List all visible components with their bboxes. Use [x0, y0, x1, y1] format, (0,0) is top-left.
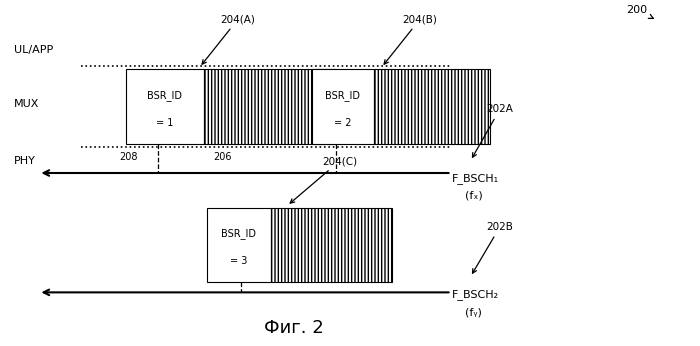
Text: PHY: PHY — [14, 156, 36, 166]
Text: 200: 200 — [626, 5, 653, 18]
Text: BSR_ID: BSR_ID — [147, 90, 182, 101]
Text: Фиг. 2: Фиг. 2 — [264, 319, 324, 337]
Text: 204(B): 204(B) — [384, 14, 438, 64]
Text: 206: 206 — [214, 152, 232, 162]
Bar — [312, 69, 374, 144]
Text: MUX: MUX — [14, 99, 39, 109]
Bar — [204, 69, 336, 144]
Text: UL/APP: UL/APP — [14, 45, 53, 55]
Text: F_BSCH₁: F_BSCH₁ — [452, 173, 498, 184]
Text: (fᵧ): (fᵧ) — [466, 307, 482, 317]
Text: F_BSCH₂: F_BSCH₂ — [452, 289, 498, 300]
Text: 202A: 202A — [473, 104, 513, 157]
Text: BSR_ID: BSR_ID — [326, 90, 360, 101]
Text: = 1: = 1 — [156, 118, 174, 128]
Text: 208: 208 — [119, 152, 137, 162]
Bar — [272, 208, 392, 282]
Text: 204(C): 204(C) — [290, 156, 357, 203]
Bar — [206, 208, 272, 282]
Text: = 3: = 3 — [230, 256, 248, 266]
Text: (fₓ): (fₓ) — [466, 191, 483, 200]
Text: 204(A): 204(A) — [202, 14, 256, 64]
Bar — [126, 69, 204, 144]
Text: BSR_ID: BSR_ID — [221, 228, 256, 239]
Text: 202B: 202B — [473, 222, 513, 273]
Bar — [374, 69, 490, 144]
Text: = 2: = 2 — [334, 118, 351, 128]
